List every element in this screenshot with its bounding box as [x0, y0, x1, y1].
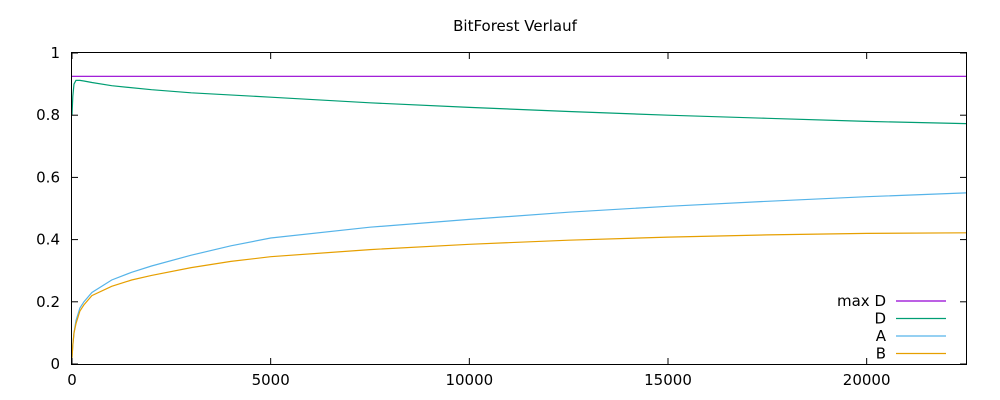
legend-label: D — [874, 310, 886, 328]
series-line-b — [71, 232, 967, 358]
legend-label: A — [876, 327, 887, 345]
plot-series — [71, 75, 967, 358]
y-tick-label: 1 — [50, 44, 60, 62]
y-tick-label: 0.2 — [36, 293, 60, 311]
y-tick-label: 0.8 — [36, 106, 60, 124]
legend-label: B — [876, 345, 886, 363]
y-tick-label: 0.4 — [36, 231, 60, 249]
x-tick-label: 10000 — [445, 371, 493, 389]
x-tick-label: 5000 — [252, 371, 290, 389]
legend-label: max D — [837, 292, 886, 310]
plot-frame — [71, 52, 967, 365]
chart-title: BitForest Verlauf — [453, 17, 577, 35]
series-line-d — [71, 79, 967, 125]
x-tick-label: 0 — [67, 371, 77, 389]
x-tick-label: 20000 — [843, 371, 891, 389]
axes: 0 5000 10000 15000 20000 0 0.2 0.4 0.6 0.8 1 — [36, 44, 966, 389]
series-line-a — [71, 192, 967, 358]
x-tick-label: 15000 — [644, 371, 692, 389]
y-tick-label: 0.6 — [36, 168, 60, 186]
y-tick-label: 0 — [50, 355, 60, 373]
